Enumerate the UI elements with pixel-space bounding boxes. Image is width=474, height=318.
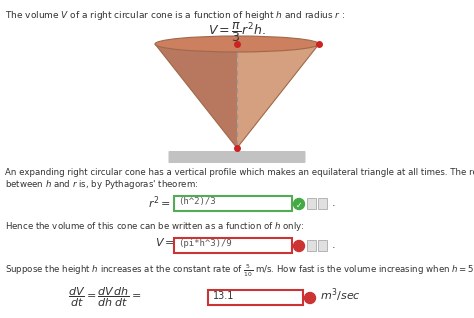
FancyBboxPatch shape [168, 151, 306, 163]
Circle shape [304, 293, 316, 303]
Text: ✓: ✓ [296, 201, 302, 210]
Ellipse shape [155, 36, 319, 52]
Polygon shape [155, 44, 237, 148]
FancyBboxPatch shape [308, 197, 317, 209]
Text: (pi*h^3)/9: (pi*h^3)/9 [178, 239, 232, 248]
FancyBboxPatch shape [174, 238, 292, 253]
Circle shape [293, 240, 304, 252]
Text: $r^2 =$: $r^2 =$ [148, 194, 171, 211]
Text: $V =$: $V =$ [155, 236, 175, 248]
Text: The volume $V$ of a right circular cone is a function of height $h$ and radius $: The volume $V$ of a right circular cone … [5, 9, 346, 22]
Polygon shape [237, 44, 319, 148]
FancyBboxPatch shape [319, 197, 328, 209]
Text: .: . [332, 240, 336, 250]
Circle shape [293, 198, 304, 210]
FancyBboxPatch shape [174, 196, 292, 211]
Text: (h^2)/3: (h^2)/3 [178, 197, 216, 206]
Text: 13.1: 13.1 [213, 291, 234, 301]
Text: Hence the volume of this cone can be written as a function of $h$ only:: Hence the volume of this cone can be wri… [5, 220, 305, 233]
Text: $V = \dfrac{\pi}{3}r^2h.$: $V = \dfrac{\pi}{3}r^2h.$ [208, 20, 266, 44]
FancyBboxPatch shape [308, 239, 317, 251]
Text: $m^3/sec$: $m^3/sec$ [320, 286, 361, 304]
Text: Suppose the height $h$ increases at the constant rate of $\frac{5}{10}$ m/s. How: Suppose the height $h$ increases at the … [5, 263, 474, 280]
Text: An expanding right circular cone has a vertical profile which makes an equilater: An expanding right circular cone has a v… [5, 168, 474, 177]
FancyBboxPatch shape [319, 239, 328, 251]
FancyBboxPatch shape [208, 290, 303, 305]
Text: $\dfrac{dV}{dt} = \dfrac{dV}{dh}\dfrac{dh}{dt} =$: $\dfrac{dV}{dt} = \dfrac{dV}{dh}\dfrac{d… [68, 286, 142, 309]
Text: between $h$ and $r$ is, by Pythagoras' theorem:: between $h$ and $r$ is, by Pythagoras' t… [5, 178, 198, 191]
Text: .: . [332, 198, 336, 208]
